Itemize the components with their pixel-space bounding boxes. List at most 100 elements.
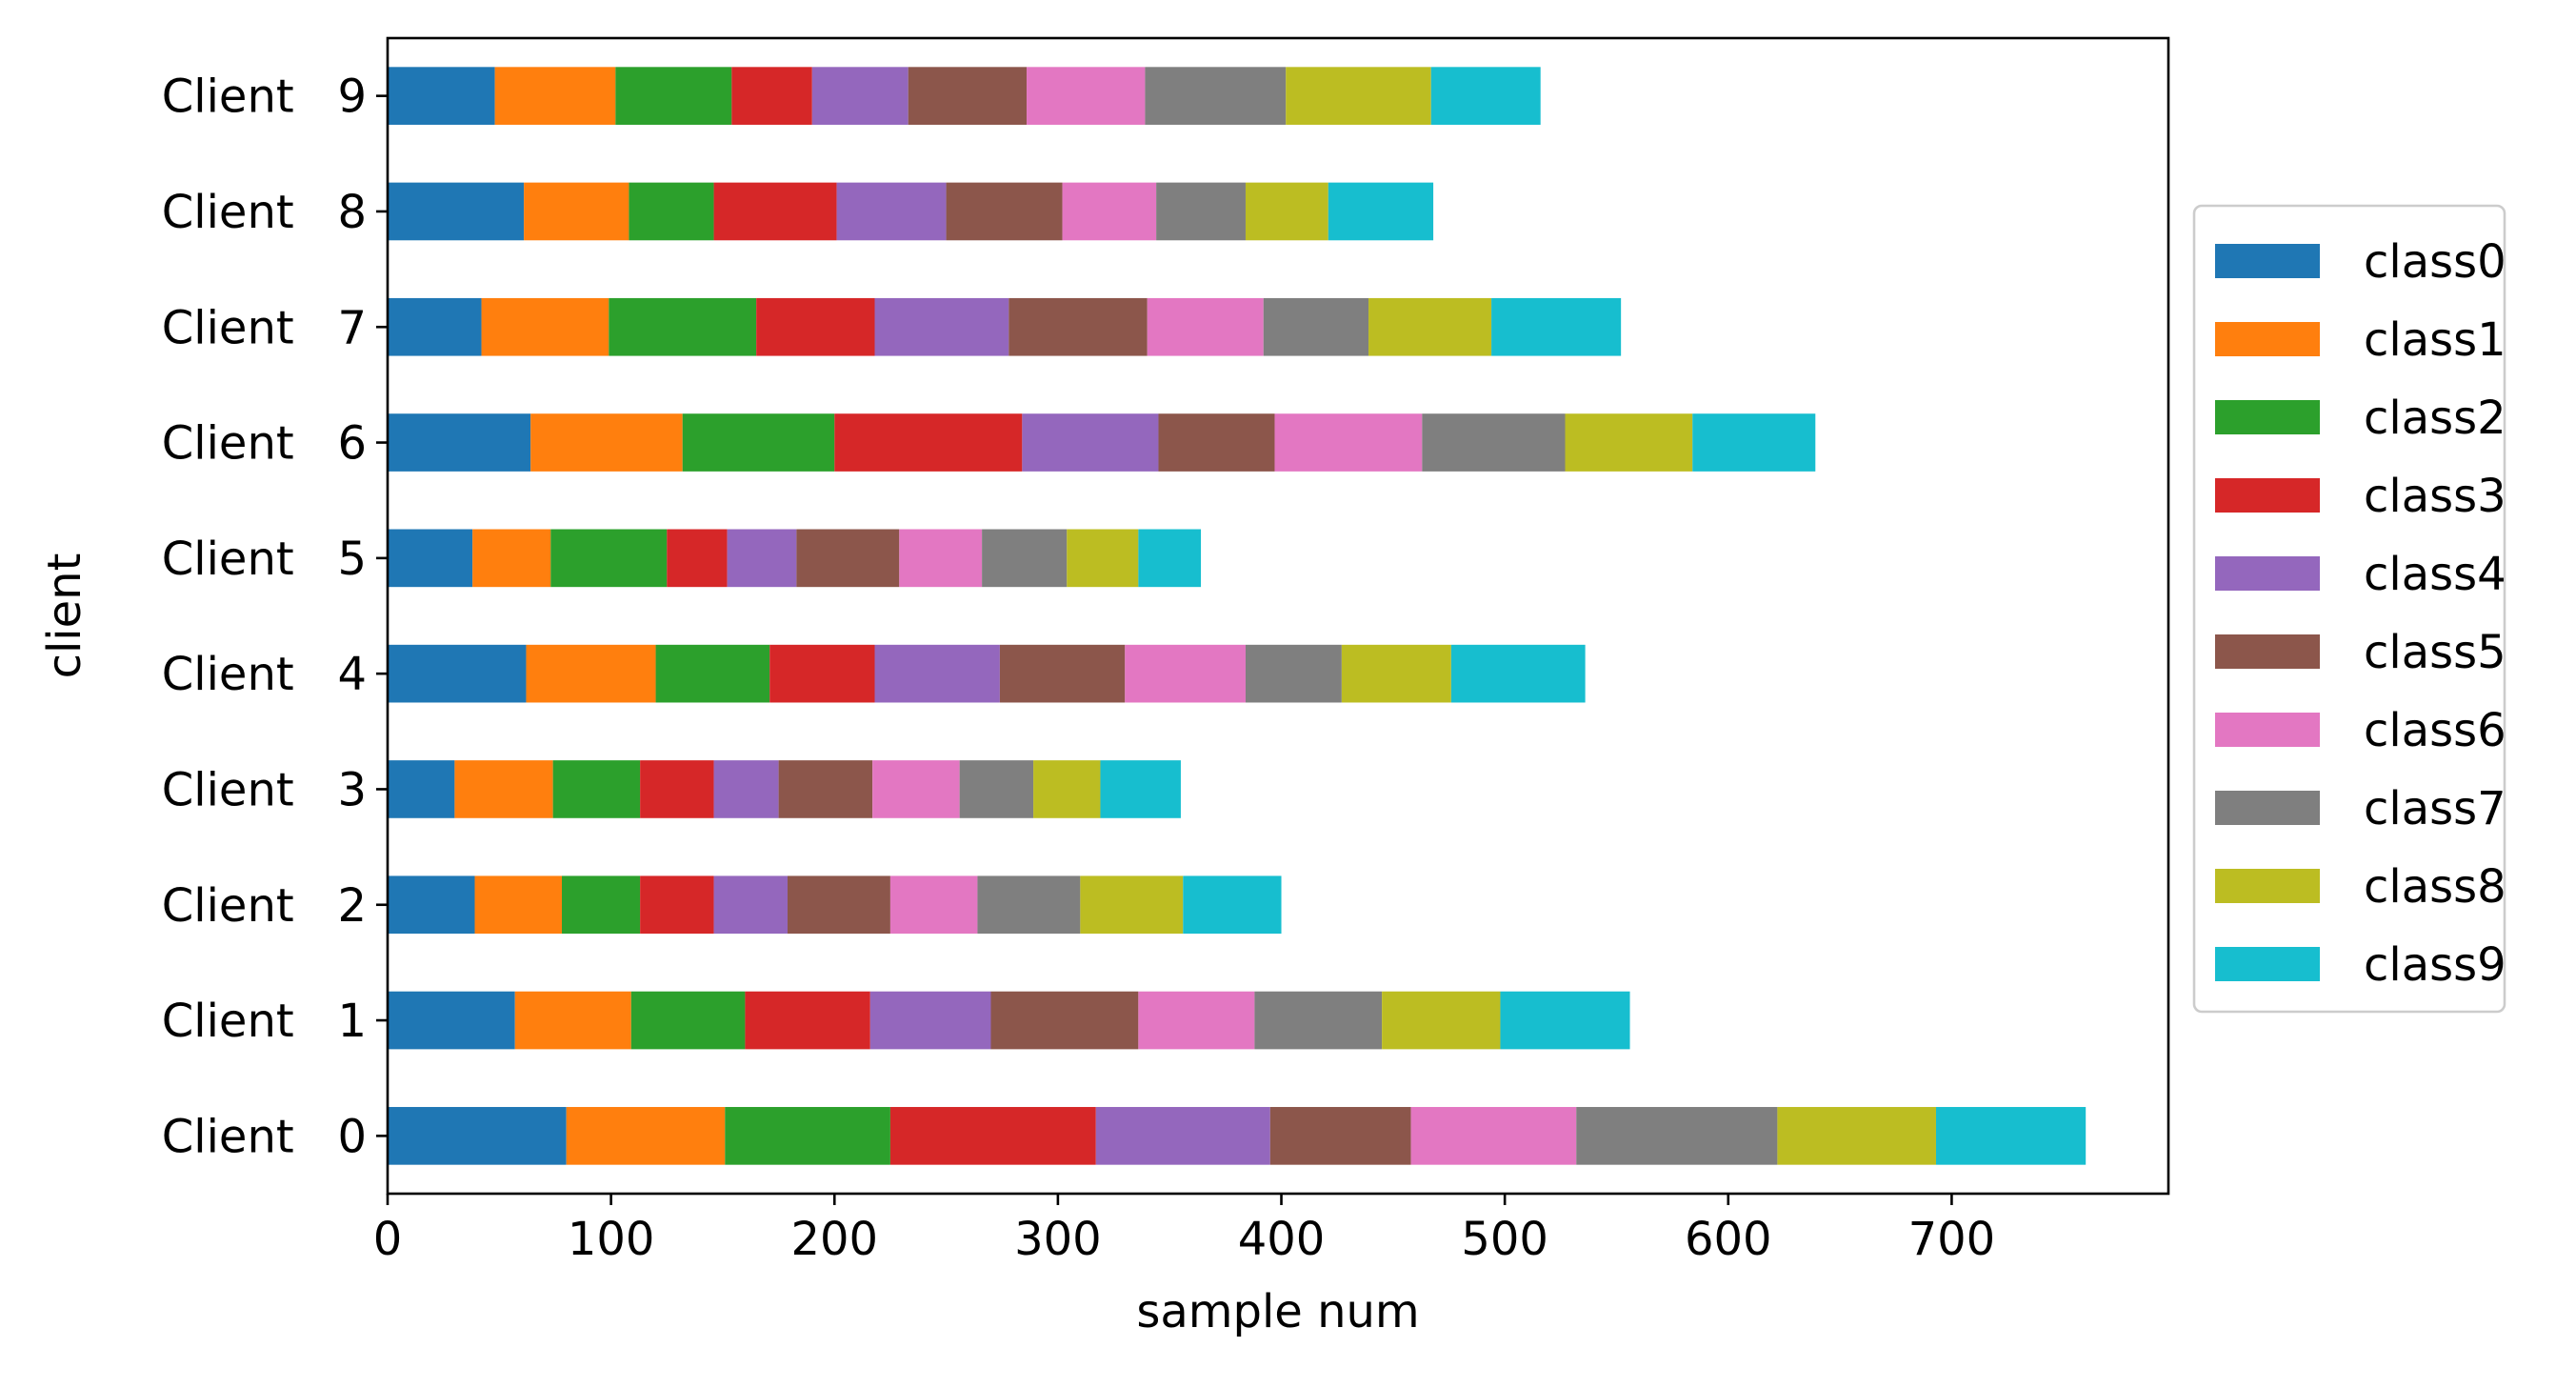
bar-segment-class6-client-5 xyxy=(899,529,983,588)
bar-segment-class6-client-7 xyxy=(1147,297,1264,356)
bar-segment-class7-client-2 xyxy=(977,875,1081,935)
bar-segment-class5-client-0 xyxy=(1269,1107,1411,1165)
bar-segment-class0-client-0 xyxy=(388,1107,567,1165)
bar-segment-class2-client-6 xyxy=(682,413,835,472)
bar-segment-class3-client-8 xyxy=(713,182,837,241)
bar-segment-class5-client-8 xyxy=(946,182,1063,241)
bar-segment-class3-client-9 xyxy=(731,67,812,125)
bar-segment-class0-client-6 xyxy=(388,413,531,472)
y-tick-label: Client 7 xyxy=(162,301,367,354)
bar-segment-class2-client-2 xyxy=(562,875,641,935)
bar-segment-class6-client-6 xyxy=(1274,413,1423,472)
bar-segment-class0-client-7 xyxy=(388,297,482,356)
bar-segment-class1-client-3 xyxy=(454,760,553,818)
bar-segment-class8-client-9 xyxy=(1286,67,1431,125)
bar-segment-class2-client-0 xyxy=(725,1107,890,1165)
legend-swatch-class2 xyxy=(2215,400,2320,434)
bar-segment-class4-client-0 xyxy=(1095,1107,1270,1165)
legend-swatch-class4 xyxy=(2215,556,2320,591)
bar-segment-class5-client-4 xyxy=(999,644,1126,703)
bar-segment-class1-client-8 xyxy=(524,182,629,241)
legend-label-class6: class6 xyxy=(2364,704,2506,757)
bar-segment-class8-client-0 xyxy=(1777,1107,1936,1165)
y-tick-label: Client 9 xyxy=(162,70,367,124)
bar-segment-class7-client-5 xyxy=(982,529,1068,588)
bar-segment-class9-client-5 xyxy=(1138,529,1202,588)
bar-segment-class6-client-0 xyxy=(1410,1107,1577,1165)
bar-segment-class8-client-4 xyxy=(1341,644,1451,703)
bar-segment-class9-client-0 xyxy=(1935,1107,2087,1165)
bar-segment-class9-client-8 xyxy=(1328,182,1434,241)
bar-segment-class4-client-1 xyxy=(869,991,991,1050)
y-tick-label: Client 1 xyxy=(162,995,367,1048)
bar-segment-class8-client-5 xyxy=(1067,529,1139,588)
legend-swatch-class5 xyxy=(2215,634,2320,669)
bar-segment-class8-client-3 xyxy=(1033,760,1101,818)
bar-segment-class8-client-6 xyxy=(1565,413,1693,472)
x-tick-label: 100 xyxy=(568,1213,655,1266)
bar-segment-class4-client-6 xyxy=(1022,413,1159,472)
bar-segment-class1-client-7 xyxy=(481,297,609,356)
legend: class0 class1 class2 class3 class4 class5 clas… xyxy=(2192,204,2506,1014)
bar-segment-class3-client-4 xyxy=(769,644,875,703)
x-tick-label: 600 xyxy=(1685,1213,1772,1266)
x-tick-label: 700 xyxy=(1908,1213,1996,1266)
bars-layer xyxy=(388,67,2087,1165)
y-tick-label: Client 6 xyxy=(162,417,367,471)
bar-segment-class4-client-7 xyxy=(874,297,1009,356)
bar-segment-class3-client-3 xyxy=(640,760,714,818)
bar-segment-class7-client-0 xyxy=(1576,1107,1778,1165)
legend-swatch-class6 xyxy=(2215,713,2320,747)
bar-segment-class3-client-1 xyxy=(745,991,870,1050)
bar-segment-class5-client-3 xyxy=(778,760,873,818)
bar-segment-class6-client-3 xyxy=(872,760,960,818)
bar-segment-class1-client-2 xyxy=(474,875,563,935)
bar-segment-class3-client-7 xyxy=(756,297,875,356)
bar-segment-class2-client-4 xyxy=(655,644,770,703)
legend-label-class3: class3 xyxy=(2364,470,2506,523)
bar-segment-class2-client-9 xyxy=(615,67,732,125)
x-axis-label: sample num xyxy=(1136,1285,1419,1338)
legend-swatch-class7 xyxy=(2215,791,2320,825)
legend-label-class2: class2 xyxy=(2364,392,2506,445)
legend-label-class7: class7 xyxy=(2364,782,2506,835)
legend-swatch-class1 xyxy=(2215,322,2320,356)
bar-segment-class4-client-8 xyxy=(836,182,947,241)
bar-segment-class3-client-6 xyxy=(834,413,1023,472)
bar-segment-class3-client-5 xyxy=(667,529,728,588)
bar-segment-class0-client-2 xyxy=(388,875,475,935)
bar-segment-class7-client-4 xyxy=(1245,644,1342,703)
bar-segment-class6-client-4 xyxy=(1125,644,1246,703)
y-axis-label: client xyxy=(38,553,91,679)
bar-segment-class6-client-1 xyxy=(1138,991,1255,1050)
x-tick-label: 0 xyxy=(373,1213,403,1266)
legend-label-class9: class9 xyxy=(2364,938,2506,992)
legend-label-class0: class0 xyxy=(2364,235,2506,289)
bar-segment-class1-client-5 xyxy=(472,529,551,588)
bar-segment-class5-client-9 xyxy=(908,67,1028,125)
bar-segment-class2-client-7 xyxy=(609,297,757,356)
legend-swatch-class0 xyxy=(2215,244,2320,278)
bar-segment-class0-client-4 xyxy=(388,644,527,703)
bar-segment-class8-client-1 xyxy=(1382,991,1501,1050)
bar-segment-class5-client-7 xyxy=(1008,297,1148,356)
x-tick-label: 200 xyxy=(790,1213,878,1266)
bar-segment-class2-client-5 xyxy=(550,529,668,588)
bar-segment-class2-client-8 xyxy=(629,182,714,241)
y-tick-label: Client 5 xyxy=(162,533,367,586)
bar-segment-class5-client-2 xyxy=(787,875,890,935)
bar-segment-class1-client-6 xyxy=(530,413,683,472)
bar-segment-class7-client-3 xyxy=(959,760,1034,818)
y-tick-label: Client 8 xyxy=(162,186,367,239)
bar-segment-class0-client-8 xyxy=(388,182,525,241)
bar-segment-class4-client-4 xyxy=(874,644,1000,703)
bar-segment-class3-client-2 xyxy=(640,875,714,935)
bar-segment-class9-client-1 xyxy=(1500,991,1630,1050)
legend-label-class1: class1 xyxy=(2364,313,2506,367)
bar-segment-class9-client-4 xyxy=(1450,644,1586,703)
bar-segment-class6-client-9 xyxy=(1027,67,1146,125)
bar-segment-class9-client-2 xyxy=(1183,875,1282,935)
bar-segment-class7-client-9 xyxy=(1145,67,1287,125)
y-tick-label: Client 3 xyxy=(162,763,367,816)
